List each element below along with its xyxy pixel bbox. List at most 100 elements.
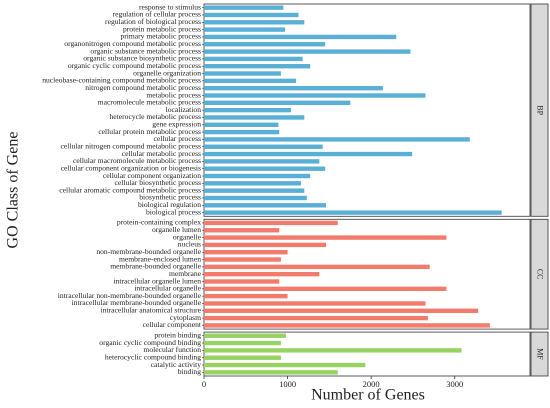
y-tick-label: cellular macromolecule metabolic process xyxy=(73,156,201,165)
y-tick-label: biological regulation xyxy=(138,200,201,209)
y-tick-label: organelle lumen xyxy=(152,225,201,234)
bar xyxy=(204,340,281,346)
strip xyxy=(530,218,549,330)
y-tick-label: cellular component xyxy=(143,320,202,329)
bar xyxy=(204,129,280,135)
bar xyxy=(204,107,291,113)
bar xyxy=(204,100,351,106)
y-tick-label: heterocyclic compound binding xyxy=(105,352,201,361)
y-tick-label: biosynthetic process xyxy=(139,193,201,202)
y-tick-label: nucleobase-containing compound metabolic… xyxy=(42,76,201,85)
bar xyxy=(204,355,281,360)
strip xyxy=(530,331,549,377)
y-tick-label: organic substance metabolic process xyxy=(90,46,201,55)
bar xyxy=(204,348,462,353)
bar xyxy=(204,271,320,277)
y-axis-title: GO Class of Gene xyxy=(5,132,22,249)
y-tick-label: protein-containing complex xyxy=(117,218,201,227)
y-tick-label: binding xyxy=(178,367,201,376)
y-tick-label: cellular component organization or bioge… xyxy=(61,163,201,172)
y-tick-label: cellular protein metabolic process xyxy=(98,127,201,136)
y-tick-label: metabolic process xyxy=(146,90,201,99)
y-tick-label: cellular metabolic process xyxy=(122,149,201,158)
bar xyxy=(204,370,338,375)
bar xyxy=(204,220,338,226)
bar xyxy=(204,286,447,292)
y-tick-label: membrane xyxy=(169,269,202,278)
bar xyxy=(204,34,397,40)
bar xyxy=(204,5,284,10)
bar xyxy=(204,210,502,215)
bar xyxy=(204,308,479,313)
y-tick-label: organic substance biosynthetic process xyxy=(83,54,201,63)
strip-label: CC xyxy=(536,269,545,280)
bar xyxy=(204,78,296,84)
x-tick-label: 2000 xyxy=(363,379,380,389)
y-tick-label: membrane-bounded organelle xyxy=(110,262,201,271)
bar xyxy=(204,188,305,193)
strip-label: BP xyxy=(536,105,545,115)
bar xyxy=(204,228,280,233)
y-tick-label: non-membrane-bounded organelle xyxy=(96,247,201,256)
y-tick-label: membrane-enclosed lumen xyxy=(119,254,201,263)
y-tick-label: macromolecule metabolic process xyxy=(98,98,201,107)
y-tick-label: primary metabolic process xyxy=(120,32,201,41)
x-axis-title: Number of Genes xyxy=(311,387,425,404)
bar xyxy=(204,333,286,338)
strip xyxy=(530,3,549,217)
bar xyxy=(204,323,490,328)
bar xyxy=(204,71,281,76)
bar xyxy=(204,242,327,248)
bar xyxy=(204,49,411,54)
bar xyxy=(204,203,327,208)
bar xyxy=(204,362,366,368)
y-tick-label: gene expression xyxy=(152,120,201,129)
bar xyxy=(204,144,323,149)
y-tick-label: heterocycle metabolic process xyxy=(109,112,201,121)
bar xyxy=(204,42,326,47)
y-tick-label: intracellular organelle xyxy=(134,284,201,293)
bar xyxy=(204,115,305,120)
y-tick-label: intracellular membrane-bounded organelle xyxy=(72,298,202,307)
y-tick-label: protein metabolic process xyxy=(123,24,201,33)
bar xyxy=(204,301,426,306)
bar xyxy=(204,20,305,25)
bar xyxy=(204,264,430,270)
y-tick-label: organic cyclic compound binding xyxy=(99,338,201,347)
y-tick-label: intracellular organelle lumen xyxy=(113,276,201,285)
bar xyxy=(204,181,301,186)
y-tick-label: organonitrogen compound metabolic proces… xyxy=(64,39,201,48)
bar xyxy=(204,122,279,127)
bar xyxy=(204,257,281,262)
bar xyxy=(204,173,311,179)
bar xyxy=(204,151,413,157)
bar xyxy=(204,64,311,69)
y-tick-label: organic cyclic compound metabolic proces… xyxy=(68,61,201,70)
bar xyxy=(204,235,447,240)
panel-background xyxy=(203,331,531,377)
bar xyxy=(204,56,303,62)
x-tick-label: 0 xyxy=(202,379,206,389)
bar xyxy=(204,159,320,164)
y-tick-label: cellular component organization xyxy=(103,171,201,180)
y-tick-label: response to stimulus xyxy=(139,2,201,11)
y-tick-label: regulation of biological process xyxy=(105,17,201,26)
bar xyxy=(204,12,299,18)
y-tick-label: regulation of cellular process xyxy=(113,10,201,19)
bar xyxy=(204,85,383,91)
y-tick-label: biological process xyxy=(146,207,201,216)
strip-label: MF xyxy=(536,348,545,360)
bar xyxy=(204,293,288,299)
bar xyxy=(204,137,470,142)
bar xyxy=(204,27,286,32)
x-tick-label: 3000 xyxy=(446,379,463,389)
bar xyxy=(204,250,288,255)
y-tick-label: cellular process xyxy=(154,134,201,143)
y-tick-label: catalytic activity xyxy=(151,360,202,369)
bar xyxy=(204,93,426,98)
y-tick-label: organelle organization xyxy=(133,68,201,77)
y-tick-label: intracellular anatomical structure xyxy=(101,306,202,315)
bar xyxy=(204,279,280,284)
y-tick-label: molecular function xyxy=(143,345,201,354)
